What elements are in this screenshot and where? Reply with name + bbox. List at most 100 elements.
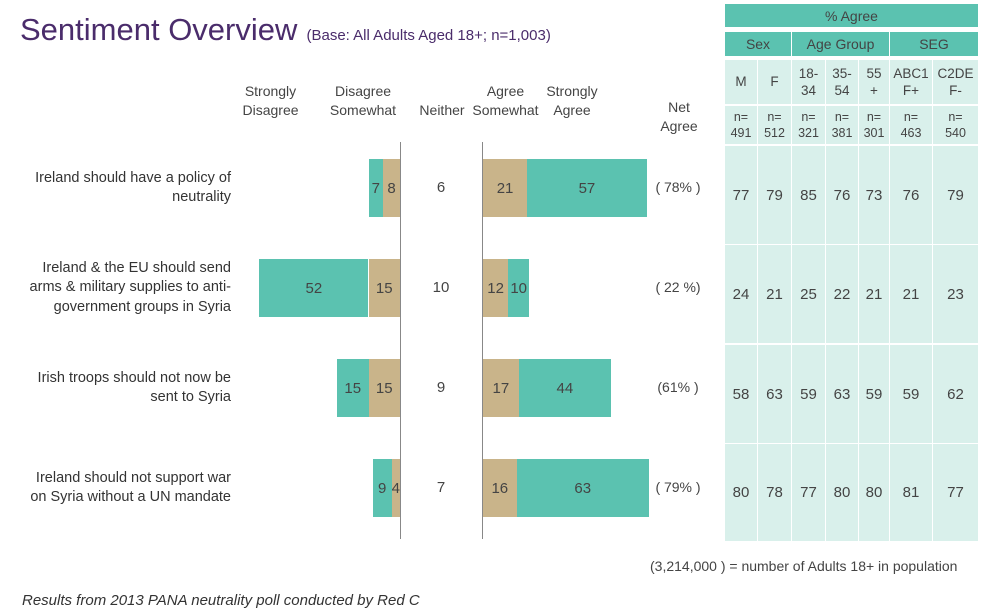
header-line: Somewhat <box>472 102 539 118</box>
agree-axis-line <box>482 142 483 539</box>
column-label: 35- 54 <box>826 60 858 104</box>
group-sex-text: Sex <box>745 36 771 52</box>
agree-cell-text: 21 <box>865 285 883 303</box>
agree-cell-text: 78 <box>766 484 783 501</box>
agree-cell-text: 62 <box>947 385 964 403</box>
column-label: M <box>725 60 757 104</box>
agree-cell-text: 77 <box>947 484 964 501</box>
column-base-text: n= <box>801 109 816 124</box>
population-footnote: (3,214,000 ) = number of Adults 18+ in p… <box>650 558 958 574</box>
bar-strongly-disagree: 7 <box>368 159 384 217</box>
column-label-text: F- <box>949 83 962 98</box>
column-label: F <box>758 60 791 104</box>
column-base-text: 381 <box>831 126 853 140</box>
agree-cell: 63 <box>758 345 791 443</box>
column-label-text: ABC1 <box>893 65 929 81</box>
column-base: n= 381 <box>826 106 858 144</box>
bar-strongly-agree: 10 <box>508 259 530 317</box>
header-line: Disagree <box>334 83 392 99</box>
table-title: % Agree <box>725 4 978 27</box>
column-base-text: 540 <box>945 126 966 140</box>
column-label-text: C2DE <box>937 65 974 81</box>
neither-value: 7 <box>436 479 446 496</box>
header-agree-somewhat: Agree Somewhat <box>468 82 543 120</box>
column-base-text: n= <box>834 109 850 124</box>
column-label-text: F <box>770 74 779 90</box>
column-label-text: 18- <box>798 65 819 81</box>
column-base-text: 512 <box>764 126 785 140</box>
agree-cell: 24 <box>725 245 757 343</box>
column-label: 55 + <box>859 60 889 104</box>
agree-cell: 80 <box>725 444 757 541</box>
statement-line: Ireland should have a policy of <box>35 169 231 186</box>
column-base: n= 512 <box>758 106 791 144</box>
column-base: n= 540 <box>933 106 978 144</box>
header-disagree-somewhat: Disagree Somewhat <box>326 82 400 120</box>
net-agree-value: ( 79% ) <box>655 479 701 495</box>
agree-cell-text: 80 <box>833 484 851 501</box>
agree-cell: 77 <box>792 444 825 541</box>
header-line: Strongly <box>244 83 297 99</box>
header-net-agree: Net Agree <box>650 98 708 136</box>
column-base: n= 463 <box>890 106 932 144</box>
agree-cell: 80 <box>826 444 858 541</box>
statement-line: Ireland & the EU should send <box>42 259 231 276</box>
agree-cell: 21 <box>859 245 889 343</box>
bar-agree-somewhat: 21 <box>483 159 528 217</box>
column-label-text: 54 <box>834 83 850 98</box>
statement-line: government groups in Syria <box>53 298 231 315</box>
table-title-text: % Agree <box>825 7 878 24</box>
agree-cell-text: 79 <box>947 186 964 204</box>
group-sex: Sex <box>725 32 791 56</box>
base-subtitle: (Base: All Adults Aged 18+; n=1,003) <box>306 27 551 44</box>
column-base-text: 491 <box>730 126 752 140</box>
chart-title: Sentiment Overview (Base: All Adults Age… <box>20 12 551 48</box>
agree-cell-text: 76 <box>902 186 920 204</box>
column-label-text: 55 <box>866 65 882 81</box>
bar-strongly-agree: 44 <box>518 359 612 417</box>
column-base-text: n= <box>733 109 749 124</box>
agree-cell-text: 79 <box>766 186 783 204</box>
bar-disagree-somewhat: 15 <box>368 359 400 417</box>
agree-cell-text: 21 <box>766 285 783 303</box>
column-label-text: + <box>870 83 878 98</box>
source-note: Results from 2013 PANA neutrality poll c… <box>22 592 420 609</box>
agree-cell: 58 <box>725 345 757 443</box>
statement-line: arms & military supplies to anti- <box>29 279 231 296</box>
neither-value: 10 <box>432 279 450 296</box>
agree-cell-text: 76 <box>833 186 851 204</box>
agree-cell: 63 <box>826 345 858 443</box>
agree-cell-text: 22 <box>833 285 851 303</box>
agree-cell-text: 80 <box>865 484 883 501</box>
header-strongly-disagree: Strongly Disagree <box>238 82 303 120</box>
statement-label: Ireland should have a policy of neutralit… <box>10 169 231 208</box>
column-label: C2DE F- <box>933 60 978 104</box>
agree-cell: 79 <box>758 146 791 244</box>
agree-cell-text: 80 <box>732 484 750 501</box>
agree-cell-text: 63 <box>833 385 851 403</box>
agree-cell: 76 <box>826 146 858 244</box>
bar-strongly-disagree: 15 <box>337 359 369 417</box>
statement-line: Ireland should not support war <box>35 469 231 486</box>
column-base-text: n= <box>767 109 782 124</box>
agree-cell-text: 23 <box>947 285 964 303</box>
agree-cell: 85 <box>792 146 825 244</box>
agree-cell-text: 77 <box>732 186 750 204</box>
agree-cell: 73 <box>859 146 889 244</box>
group-age-text: Age Group <box>806 36 875 52</box>
agree-cell: 22 <box>826 245 858 343</box>
agree-cell-text: 21 <box>902 285 920 303</box>
agree-cell: 79 <box>933 146 978 244</box>
agree-cell: 77 <box>933 444 978 541</box>
column-label-text: F+ <box>902 83 920 98</box>
column-label-text: 35- <box>832 65 852 81</box>
agree-cell: 59 <box>890 345 932 443</box>
column-label-text: 34 <box>800 83 817 98</box>
group-seg: SEG <box>890 32 978 56</box>
agree-cell-text: 59 <box>902 385 920 403</box>
column-base: n= 301 <box>859 106 889 144</box>
net-agree-value: ( 22 %) <box>655 279 701 295</box>
agree-cell-text: 58 <box>732 385 750 403</box>
statement-line: on Syria without a UN mandate <box>30 489 231 505</box>
statement-label: Ireland & the EU should send arms & milit… <box>10 259 231 318</box>
